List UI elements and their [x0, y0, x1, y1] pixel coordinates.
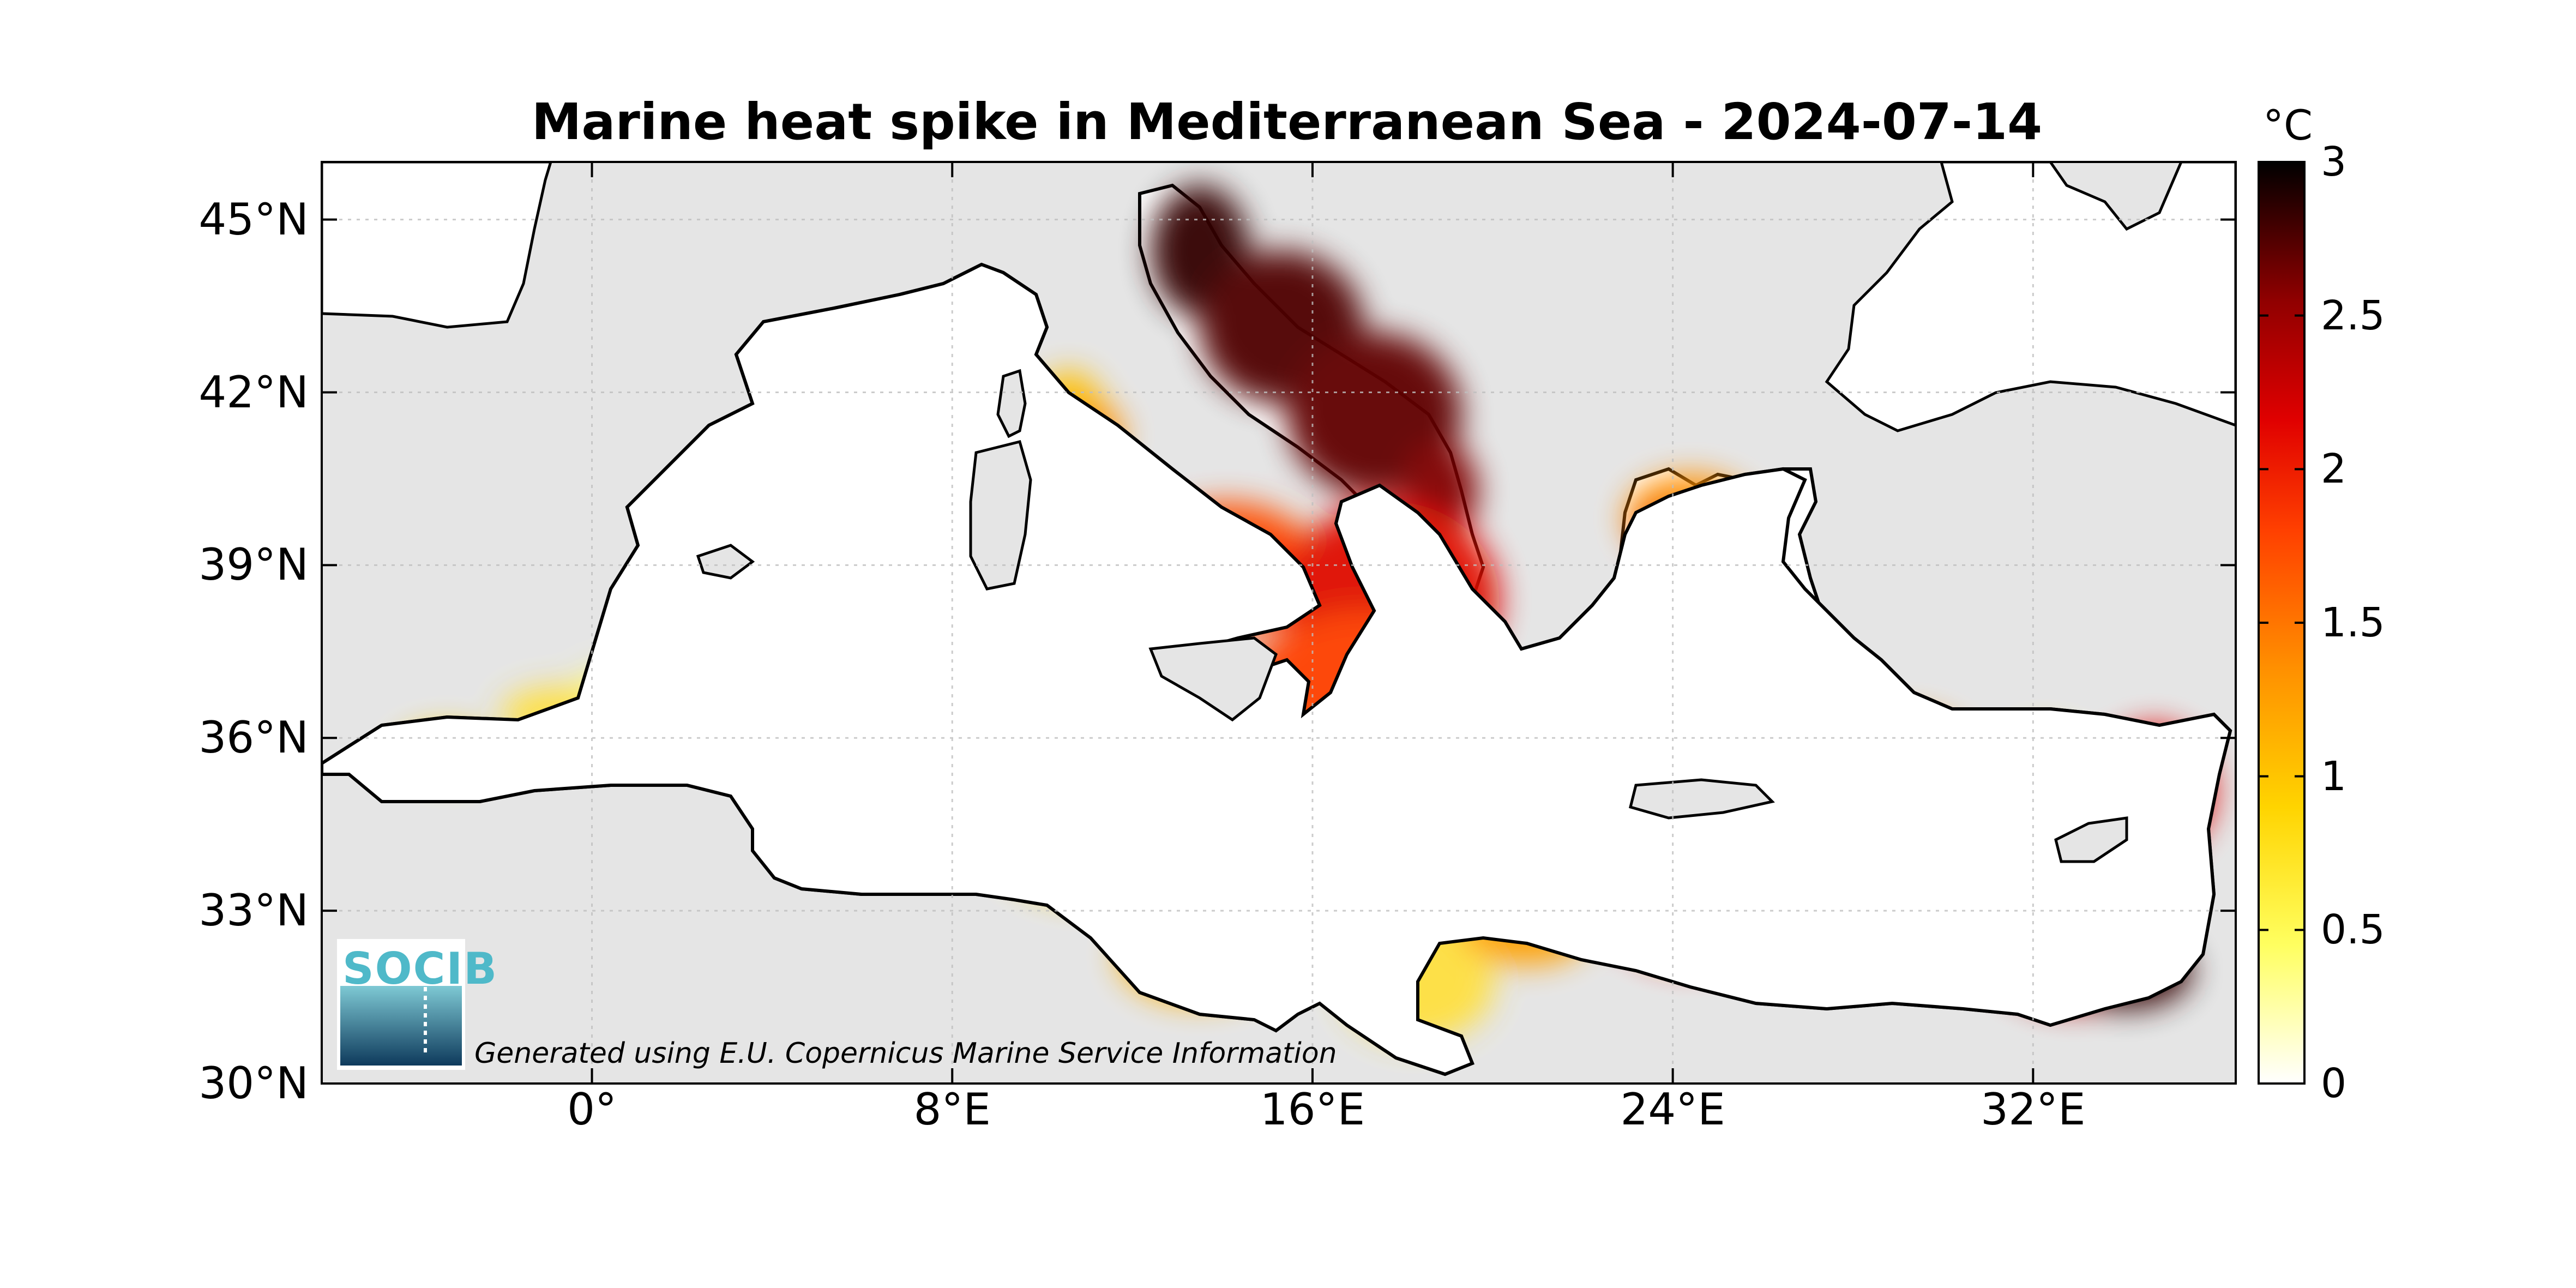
colorbar-tick-label: 2.5	[2321, 292, 2385, 339]
map-title: Marine heat spike in Mediterranean Sea -…	[531, 93, 2043, 151]
colorbar-unit: °C	[2263, 101, 2313, 149]
plot-frame	[321, 161, 2237, 1085]
island-crete	[1628, 778, 1775, 820]
lon-tick-label: 32°E	[1981, 1084, 2086, 1135]
lat-tick-label: 36°N	[198, 712, 309, 763]
colorbar-tick-label: 1.5	[2321, 599, 2385, 646]
colorbar-tick-label: 2	[2321, 446, 2347, 493]
lon-tick-label: 24°E	[1620, 1084, 1725, 1135]
colorbar-tick-label: 3	[2321, 139, 2347, 185]
lat-tick-label: 45°N	[198, 194, 309, 245]
attribution-text: Generated using E.U. Copernicus Marine S…	[474, 1037, 1337, 1070]
lat-tick-label: 30°N	[198, 1058, 309, 1109]
axis-ticks	[322, 162, 2236, 1085]
lon-tick-label: 16°E	[1260, 1084, 1365, 1135]
lon-tick-label: 0°	[567, 1084, 617, 1135]
lat-tick-label: 33°N	[198, 885, 309, 936]
socib-logo	[337, 939, 465, 1070]
colorbar-ticks	[2259, 161, 2304, 1085]
colorbar-tick-label: 0	[2321, 1060, 2347, 1107]
island-corsica	[996, 369, 1027, 438]
colorbar-tick-label: 0.5	[2321, 906, 2385, 954]
island-sicily	[1148, 636, 1278, 722]
colorbar-tick-label: 1	[2321, 753, 2347, 800]
island-cyprus	[2054, 816, 2128, 863]
logo-gradient	[340, 986, 462, 1066]
grid-lines	[322, 162, 2236, 1084]
atlantic-sea	[322, 162, 552, 329]
island-mallorca	[696, 544, 755, 580]
logo-wordmark: SOCIB	[342, 943, 498, 994]
islands	[696, 369, 2128, 863]
lat-tick-label: 39°N	[198, 539, 309, 591]
lat-tick-label: 42°N	[198, 366, 309, 418]
island-sardinia	[969, 440, 1032, 591]
lon-tick-label: 8°E	[913, 1084, 991, 1135]
